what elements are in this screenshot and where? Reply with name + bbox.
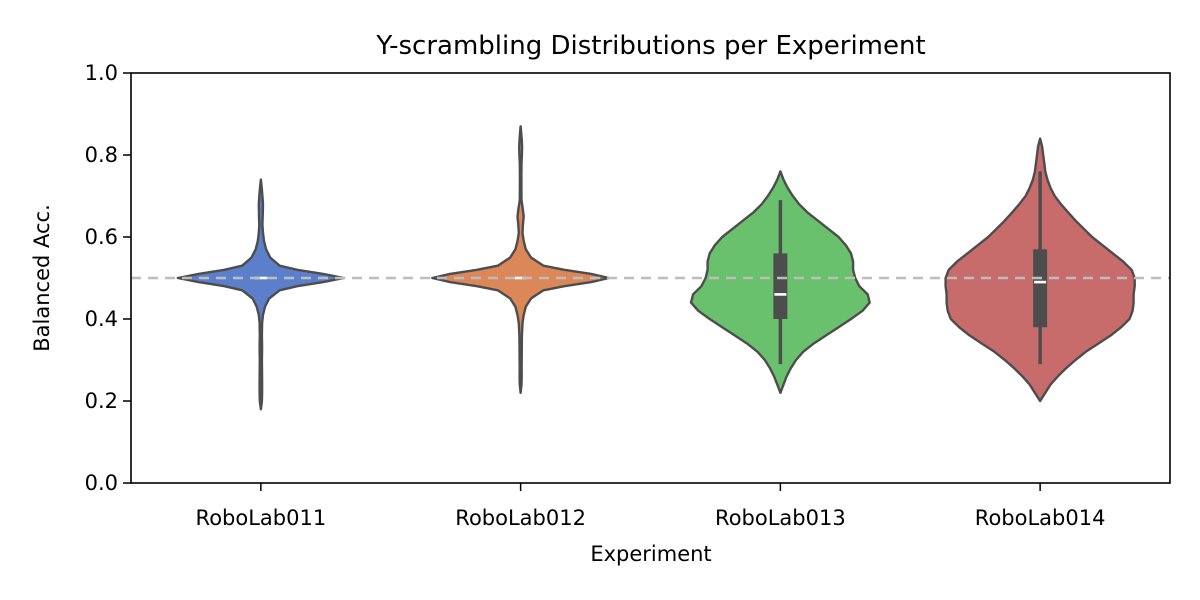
plot-area-frame xyxy=(130,72,1171,484)
x-axis: RoboLab011 RoboLab012 RoboLab013 RoboLab014 xyxy=(196,483,1106,530)
x-tick-label: RoboLab014 xyxy=(975,506,1106,530)
chart-title: Y-scrambling Distributions per Experimen… xyxy=(375,31,925,61)
x-tick-label: RoboLab013 xyxy=(715,506,846,530)
y-axis-label: Balanced Acc. xyxy=(30,204,54,352)
y-tick-label: 0.2 xyxy=(85,389,118,413)
y-tick-label: 0.6 xyxy=(85,225,118,249)
violin-iqr-box xyxy=(773,253,788,319)
violin-body xyxy=(176,178,346,411)
violin-body xyxy=(431,125,611,394)
violin-RoboLab011 xyxy=(176,178,346,411)
y-axis: 0.0 0.2 0.4 0.6 0.8 1.0 xyxy=(85,61,131,495)
y-tick-label: 0.4 xyxy=(85,307,118,331)
y-tick-label: 0.8 xyxy=(85,143,118,167)
x-axis-label: Experiment xyxy=(590,542,711,566)
y-tick-label: 0.0 xyxy=(85,471,118,495)
violin-RoboLab012 xyxy=(431,125,611,394)
violin-RoboLab014 xyxy=(944,137,1136,403)
violin-layer xyxy=(176,125,1136,411)
x-tick-label: RoboLab012 xyxy=(455,506,586,530)
violin-RoboLab013 xyxy=(689,170,871,394)
x-tick-label: RoboLab011 xyxy=(196,506,327,530)
y-tick-label: 1.0 xyxy=(85,61,118,85)
violin-iqr-box xyxy=(1033,249,1048,328)
